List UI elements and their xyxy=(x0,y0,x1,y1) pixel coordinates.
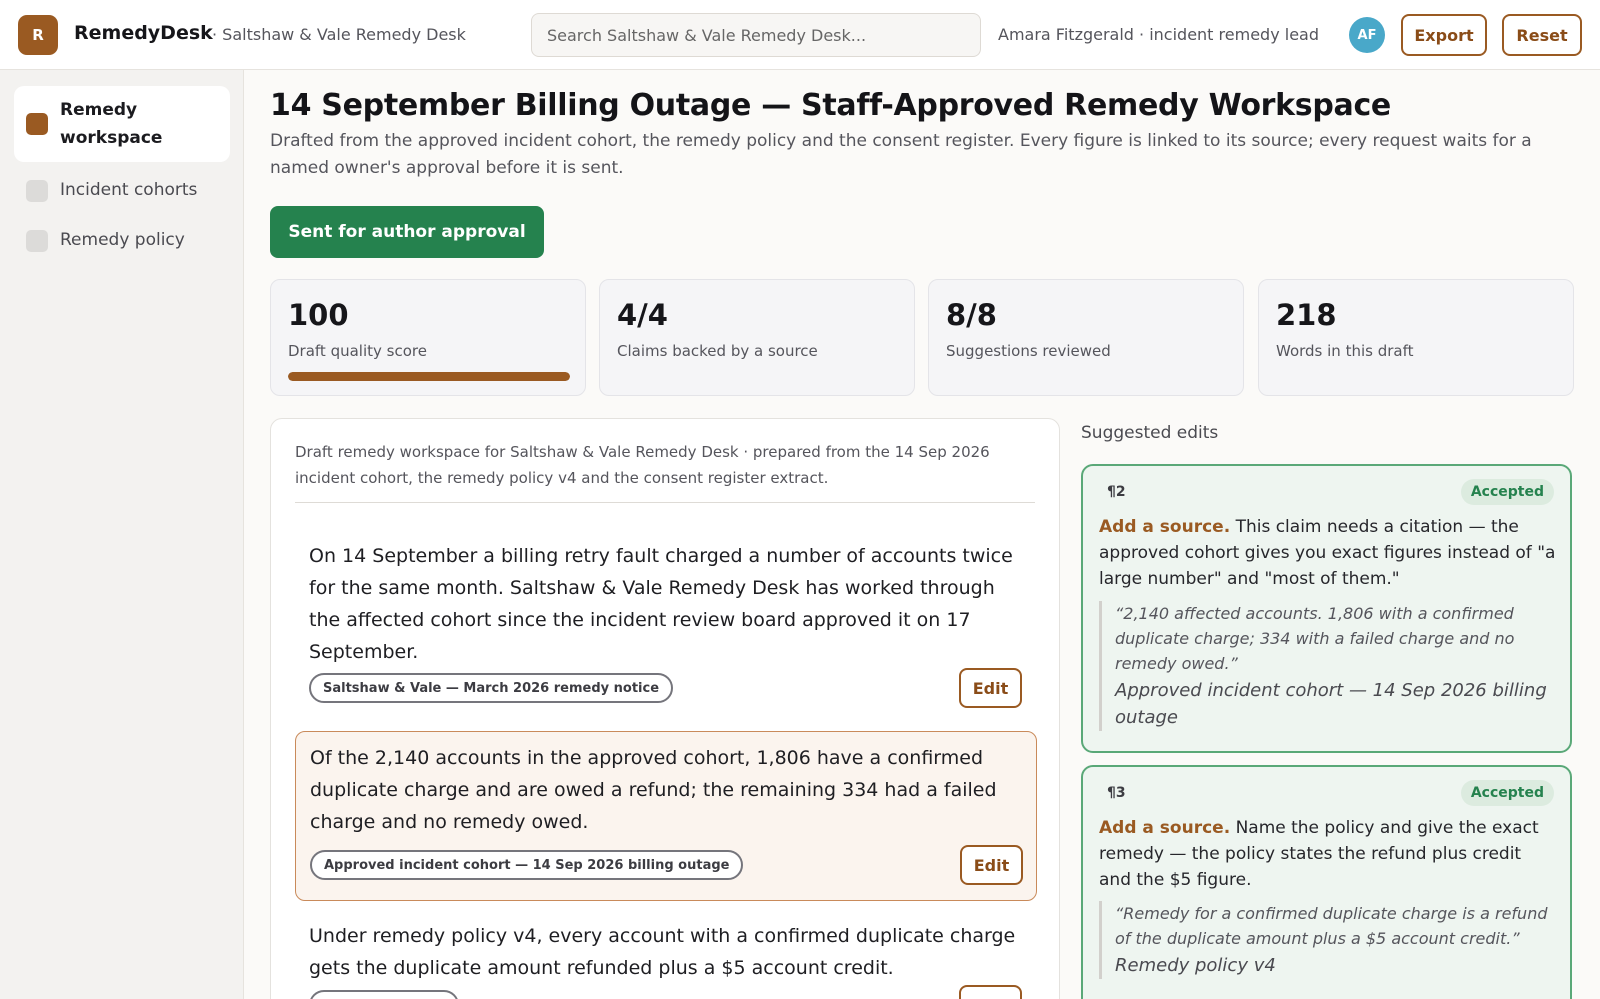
status-badge: Accepted xyxy=(1460,780,1554,806)
suggestion-text: Name the policy and give the exact remed… xyxy=(1099,818,1539,890)
sidebar: Remedy workspace Incident cohorts Remedy… xyxy=(0,70,244,999)
top-bar: R RemedyDesk · Saltshaw & Vale Remedy De… xyxy=(0,0,1600,70)
draft-paragraph[interactable]: Under remedy policy v4, every account wi… xyxy=(295,910,1037,999)
stat-card-claims: 4/4 Claims backed by a source xyxy=(599,279,915,396)
brand-subtitle: · Saltshaw & Vale Remedy Desk xyxy=(212,25,466,44)
paragraph-text: On 14 September a billing retry fault ch… xyxy=(309,545,1013,663)
stat-card-words: 218 Words in this draft xyxy=(1258,279,1574,396)
stat-label: Draft quality score xyxy=(288,342,427,360)
suggestions-title: Suggested edits xyxy=(1081,423,1219,443)
author-approval-button[interactable]: Sent for author approval xyxy=(270,206,544,258)
stat-label: Claims backed by a source xyxy=(617,342,818,360)
source-chip[interactable]: Approved incident cohort — 14 Sep 2026 b… xyxy=(310,850,744,880)
paragraph-ref: ¶2 xyxy=(1107,484,1126,500)
draft-paragraph-selected[interactable]: Of the 2,140 accounts in the approved co… xyxy=(295,731,1037,901)
square-icon xyxy=(26,230,48,252)
suggestion-text: This claim needs a citation — the approv… xyxy=(1099,517,1556,589)
draft-paragraph[interactable]: On 14 September a billing retry fault ch… xyxy=(295,530,1037,710)
stat-value: 100 xyxy=(288,298,349,332)
suggestion-card[interactable]: ¶3 Accepted Add a source. Name the polic… xyxy=(1081,765,1572,999)
draft-header: Draft remedy workspace for Saltshaw & Va… xyxy=(295,443,990,487)
brand-name: RemedyDesk xyxy=(74,22,213,44)
suggestion-card[interactable]: ¶2 Accepted Add a source. This claim nee… xyxy=(1081,464,1572,753)
stat-value: 4/4 xyxy=(617,298,668,332)
sidebar-item-remedy-workspace[interactable]: Remedy workspace xyxy=(14,86,230,162)
logo-icon[interactable]: R xyxy=(18,15,58,55)
source-quote: “2,140 affected accounts. 1,806 with a c… xyxy=(1099,601,1557,731)
edit-button[interactable]: Edit xyxy=(960,845,1023,885)
suggestion-action: Add a source. xyxy=(1099,517,1231,537)
paragraph-text: Of the 2,140 accounts in the approved co… xyxy=(310,747,997,833)
avatar[interactable]: AF xyxy=(1349,17,1385,53)
quote-text: “2,140 affected accounts. 1,806 with a c… xyxy=(1115,604,1515,673)
sidebar-item-incident-cohorts[interactable]: Incident cohorts xyxy=(14,173,230,209)
stat-label: Suggestions reviewed xyxy=(946,342,1111,360)
suggestion-action: Add a source. xyxy=(1099,818,1231,838)
reset-button[interactable]: Reset xyxy=(1502,14,1582,56)
edit-button[interactable]: Edit xyxy=(959,985,1022,999)
page-title: 14 September Billing Outage — Staff-Appr… xyxy=(270,88,1391,123)
quote-source: Approved incident cohort — 14 Sep 2026 b… xyxy=(1115,680,1547,728)
status-badge: Accepted xyxy=(1460,479,1554,505)
quality-progress-bar xyxy=(288,372,570,381)
draft-panel: Draft remedy workspace for Saltshaw & Va… xyxy=(270,418,1060,999)
quote-source: Remedy policy v4 xyxy=(1115,955,1276,976)
quote-text: “Remedy for a confirmed duplicate charge… xyxy=(1115,904,1548,948)
stat-value: 8/8 xyxy=(946,298,997,332)
paragraph-text: Under remedy policy v4, every account wi… xyxy=(309,925,1016,979)
export-button[interactable]: Export xyxy=(1401,14,1487,56)
square-icon xyxy=(26,180,48,202)
suggestion-body: Add a source. This claim needs a citatio… xyxy=(1099,514,1557,592)
source-chip[interactable] xyxy=(309,990,459,999)
stat-card-quality: 100 Draft quality score xyxy=(270,279,586,396)
sidebar-item-label: Incident cohorts xyxy=(60,180,198,200)
page-description: Drafted from the approved incident cohor… xyxy=(270,131,1532,178)
progress-fill xyxy=(288,372,570,381)
sidebar-item-remedy-policy[interactable]: Remedy policy xyxy=(14,223,230,259)
stat-value: 218 xyxy=(1276,298,1337,332)
search-input[interactable] xyxy=(531,13,981,57)
square-icon xyxy=(26,113,48,135)
sidebar-item-label: Remedy workspace xyxy=(60,100,163,148)
stat-label: Words in this draft xyxy=(1276,342,1414,360)
user-name: Amara Fitzgerald · incident remedy lead xyxy=(998,25,1319,44)
source-quote: “Remedy for a confirmed duplicate charge… xyxy=(1099,901,1557,979)
divider xyxy=(295,502,1035,503)
stat-card-suggestions: 8/8 Suggestions reviewed xyxy=(928,279,1244,396)
edit-button[interactable]: Edit xyxy=(959,668,1022,708)
source-chip[interactable]: Saltshaw & Vale — March 2026 remedy noti… xyxy=(309,673,674,703)
suggestion-body: Add a source. Name the policy and give t… xyxy=(1099,815,1557,893)
sidebar-item-label: Remedy policy xyxy=(60,230,185,250)
paragraph-ref: ¶3 xyxy=(1107,785,1126,801)
